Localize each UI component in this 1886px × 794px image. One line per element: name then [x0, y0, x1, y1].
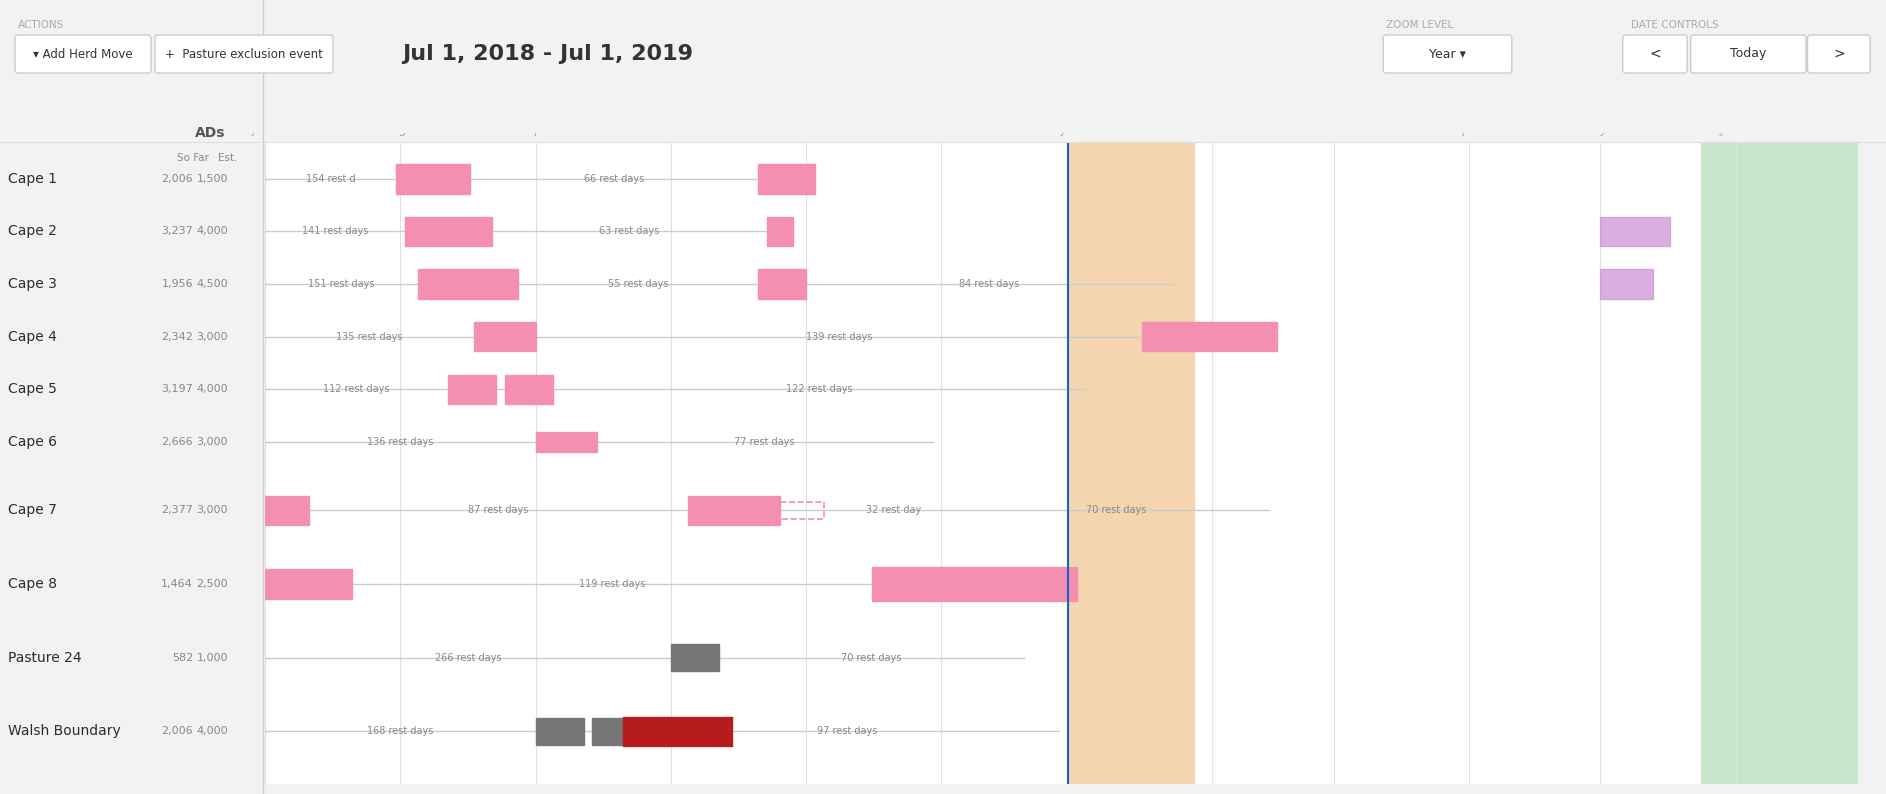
Text: Pasture 24: Pasture 24 — [8, 651, 81, 665]
Text: 55 rest days: 55 rest days — [607, 279, 668, 289]
Text: 4,500: 4,500 — [196, 279, 228, 289]
Text: 1,500: 1,500 — [196, 174, 228, 184]
Text: Cape 7: Cape 7 — [8, 503, 57, 518]
Text: +  Pasture exclusion event: + Pasture exclusion event — [166, 48, 323, 60]
Text: 151 rest days: 151 rest days — [307, 279, 375, 289]
Text: 2,342: 2,342 — [160, 332, 192, 341]
Text: >: > — [1833, 47, 1845, 61]
Text: 4,000: 4,000 — [196, 384, 228, 395]
Text: 70 rest days: 70 rest days — [841, 653, 902, 663]
Bar — [1067, 142, 1194, 784]
Text: 84 rest days: 84 rest days — [960, 279, 1020, 289]
Bar — [622, 717, 732, 746]
Bar — [417, 269, 519, 299]
Text: 2,377: 2,377 — [160, 505, 192, 515]
Bar — [396, 164, 470, 194]
Text: 3,197: 3,197 — [160, 384, 192, 395]
FancyBboxPatch shape — [1382, 35, 1513, 73]
Bar — [536, 718, 583, 745]
Bar — [536, 433, 596, 452]
Text: 1,000: 1,000 — [196, 653, 228, 663]
Bar — [688, 495, 781, 525]
Bar — [1701, 142, 1858, 784]
Text: <: < — [1648, 47, 1662, 61]
Bar — [871, 567, 1077, 601]
Text: 2,006: 2,006 — [162, 727, 192, 736]
Bar — [266, 569, 353, 599]
Text: ADs: ADs — [194, 126, 224, 140]
Text: Cape 5: Cape 5 — [8, 383, 57, 396]
Text: 1,956: 1,956 — [162, 279, 192, 289]
FancyBboxPatch shape — [1622, 35, 1688, 73]
Text: 32 rest day: 32 rest day — [866, 505, 920, 515]
Text: Cape 4: Cape 4 — [8, 330, 57, 344]
Text: 3,237: 3,237 — [160, 226, 192, 237]
Bar — [505, 375, 553, 404]
Text: 135 rest days: 135 rest days — [336, 332, 404, 341]
Text: 87 rest days: 87 rest days — [468, 505, 528, 515]
Text: 3,000: 3,000 — [196, 437, 228, 447]
Text: Cape 3: Cape 3 — [8, 277, 57, 291]
Bar — [671, 645, 719, 671]
Bar — [758, 269, 805, 299]
Text: 97 rest days: 97 rest days — [817, 727, 877, 736]
Text: So Far: So Far — [177, 153, 209, 163]
Bar — [781, 502, 824, 519]
Bar — [768, 217, 792, 246]
Text: Cape 8: Cape 8 — [8, 577, 57, 591]
Bar — [0, 0, 1886, 132]
Text: Cape 1: Cape 1 — [8, 172, 57, 186]
Text: 122 rest days: 122 rest days — [786, 384, 852, 395]
Text: DATE CONTROLS: DATE CONTROLS — [1631, 20, 1718, 30]
Text: 4,000: 4,000 — [196, 226, 228, 237]
Text: ACTIONS: ACTIONS — [19, 20, 64, 30]
Bar — [405, 217, 492, 246]
Text: 112 rest days: 112 rest days — [323, 384, 390, 395]
Bar — [758, 164, 815, 194]
Text: 139 rest days: 139 rest days — [805, 332, 871, 341]
Text: 141 rest days: 141 rest days — [302, 226, 368, 237]
Bar — [266, 495, 309, 525]
Text: ZOOM LEVEL: ZOOM LEVEL — [1386, 20, 1454, 30]
Text: Jul 1, 2018 - Jul 1, 2019: Jul 1, 2018 - Jul 1, 2019 — [402, 44, 694, 64]
Text: 2,666: 2,666 — [162, 437, 192, 447]
Bar — [1143, 322, 1277, 352]
Text: 168 rest days: 168 rest days — [368, 727, 434, 736]
Text: 119 rest days: 119 rest days — [579, 579, 645, 589]
Text: 63 rest days: 63 rest days — [600, 226, 660, 237]
Text: 154 rest d: 154 rest d — [306, 174, 355, 184]
Text: Est.: Est. — [219, 153, 238, 163]
Bar — [954, 575, 1024, 593]
Bar — [1599, 217, 1671, 246]
Text: Today: Today — [1729, 48, 1767, 60]
Text: 2,500: 2,500 — [196, 579, 228, 589]
Text: Cape 6: Cape 6 — [8, 435, 57, 449]
Text: 136 rest days: 136 rest days — [368, 437, 434, 447]
Text: 4,000: 4,000 — [196, 727, 228, 736]
Text: 2,006: 2,006 — [162, 174, 192, 184]
Text: ▾ Add Herd Move: ▾ Add Herd Move — [34, 48, 132, 60]
Text: 3,000: 3,000 — [196, 332, 228, 341]
FancyBboxPatch shape — [1690, 35, 1807, 73]
Text: 1,464: 1,464 — [160, 579, 192, 589]
Text: 70 rest days: 70 rest days — [1086, 505, 1147, 515]
Text: Cape 2: Cape 2 — [8, 225, 57, 238]
Text: 66 rest days: 66 rest days — [585, 174, 645, 184]
Bar — [592, 718, 636, 745]
FancyBboxPatch shape — [15, 35, 151, 73]
FancyBboxPatch shape — [155, 35, 334, 73]
Bar — [475, 322, 536, 352]
Text: 582: 582 — [172, 653, 192, 663]
Text: Year ▾: Year ▾ — [1430, 48, 1465, 60]
Text: 77 rest days: 77 rest days — [734, 437, 794, 447]
Text: 266 rest days: 266 rest days — [434, 653, 502, 663]
Text: Walsh Boundary: Walsh Boundary — [8, 724, 121, 738]
Bar — [1599, 269, 1652, 299]
Text: 3,000: 3,000 — [196, 505, 228, 515]
Bar — [449, 375, 496, 404]
FancyBboxPatch shape — [1807, 35, 1871, 73]
